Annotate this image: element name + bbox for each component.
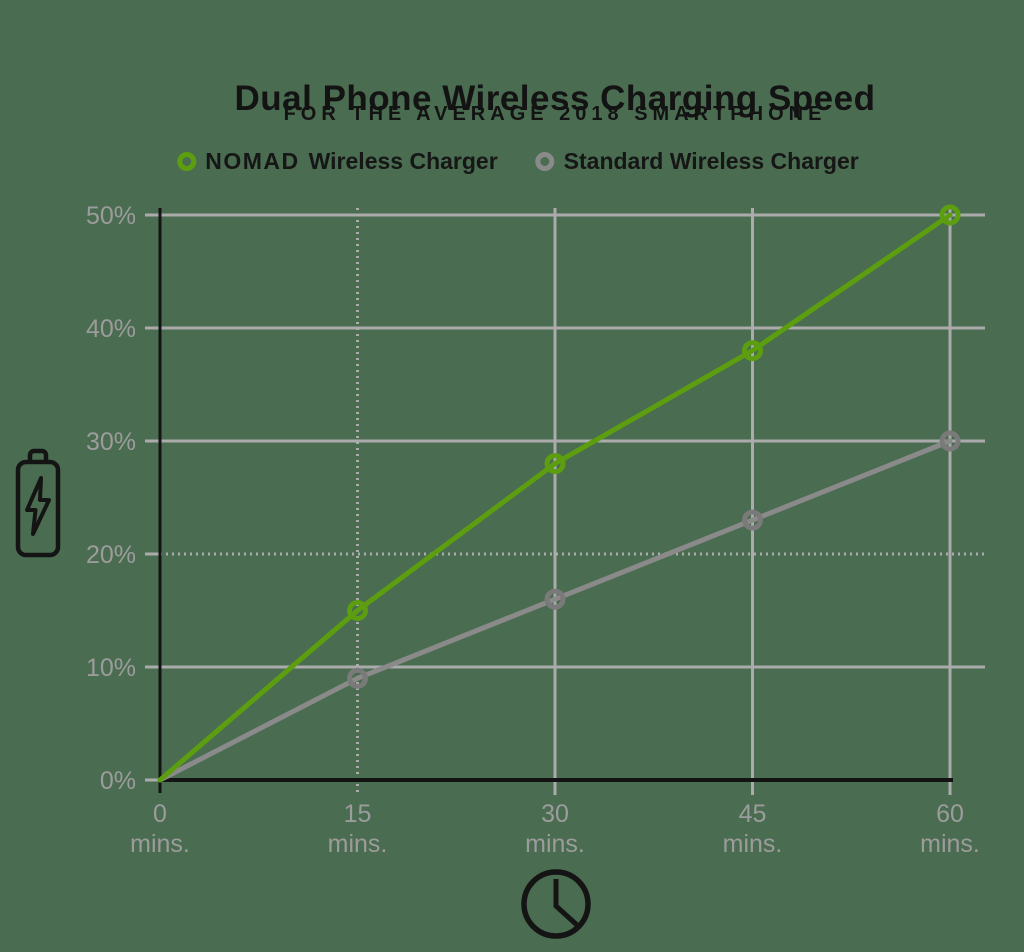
y-tick-label: 50%	[86, 202, 136, 230]
standard-wireless-charger-series	[157, 430, 961, 783]
y-tick-label: 10%	[86, 654, 136, 682]
axes	[158, 208, 953, 793]
x-tick-label: 15	[344, 800, 372, 828]
legend-item-nomad: NOMAD Wireless Charger	[177, 148, 498, 175]
page-subtitle: FOR THE AVERAGE 2018 SMARTPHONE	[283, 103, 827, 125]
standard-ring-marker-icon	[535, 152, 555, 171]
x-tick-unit-label: mins.	[723, 830, 783, 858]
legend-brand-nomad: NOMAD	[205, 148, 300, 174]
nomad-wireless-charger-series	[157, 204, 961, 783]
x-tick-unit-label: mins.	[130, 830, 190, 858]
standard-wireless-charger-data-point-marker	[742, 509, 763, 531]
x-tick-label: 30	[541, 800, 569, 828]
nomad-wireless-charger-data-point-marker	[347, 600, 368, 621]
x-tick-unit-label: mins.	[920, 830, 980, 858]
y-tick-label: 20%	[86, 541, 136, 569]
standard-wireless-charger-line	[157, 438, 953, 783]
chart-legend: NOMAD Wireless Charger Standard Wireless…	[177, 148, 859, 175]
battery-charging-icon	[15, 448, 61, 558]
gridlines	[145, 208, 985, 795]
y-axis-labels: 0% 10% 20% 30% 40% 50%	[86, 202, 136, 795]
standard-wireless-charger-data-point-marker	[939, 430, 961, 452]
nomad-wireless-charger-data-point-marker	[742, 340, 763, 362]
nomad-ring-marker-icon	[177, 152, 197, 171]
x-tick-label: 60	[936, 800, 964, 828]
x-tick-label: 0	[153, 800, 167, 828]
nomad-wireless-charger-line	[157, 212, 953, 783]
data-series	[157, 204, 961, 783]
legend-item-standard: Standard Wireless Charger	[535, 148, 859, 175]
x-tick-unit-label: mins.	[328, 830, 388, 858]
legend-label-nomad: Wireless Charger	[308, 148, 498, 174]
clock-icon	[521, 869, 591, 939]
page-title: Dual Phone Wireless Charging Speed	[234, 79, 876, 119]
standard-wireless-charger-data-point-marker	[347, 667, 368, 689]
x-tick-label: 45	[739, 800, 767, 828]
y-tick-label: 40%	[86, 315, 136, 343]
nomad-wireless-charger-data-point-marker	[939, 204, 961, 226]
y-tick-label: 30%	[86, 428, 136, 456]
nomad-wireless-charger-data-point-marker	[544, 453, 566, 475]
x-tick-unit-label: mins.	[525, 830, 585, 858]
y-tick-label: 0%	[100, 767, 136, 795]
standard-wireless-charger-data-point-marker	[544, 588, 566, 610]
legend-label-standard: Standard Wireless Charger	[563, 148, 859, 174]
